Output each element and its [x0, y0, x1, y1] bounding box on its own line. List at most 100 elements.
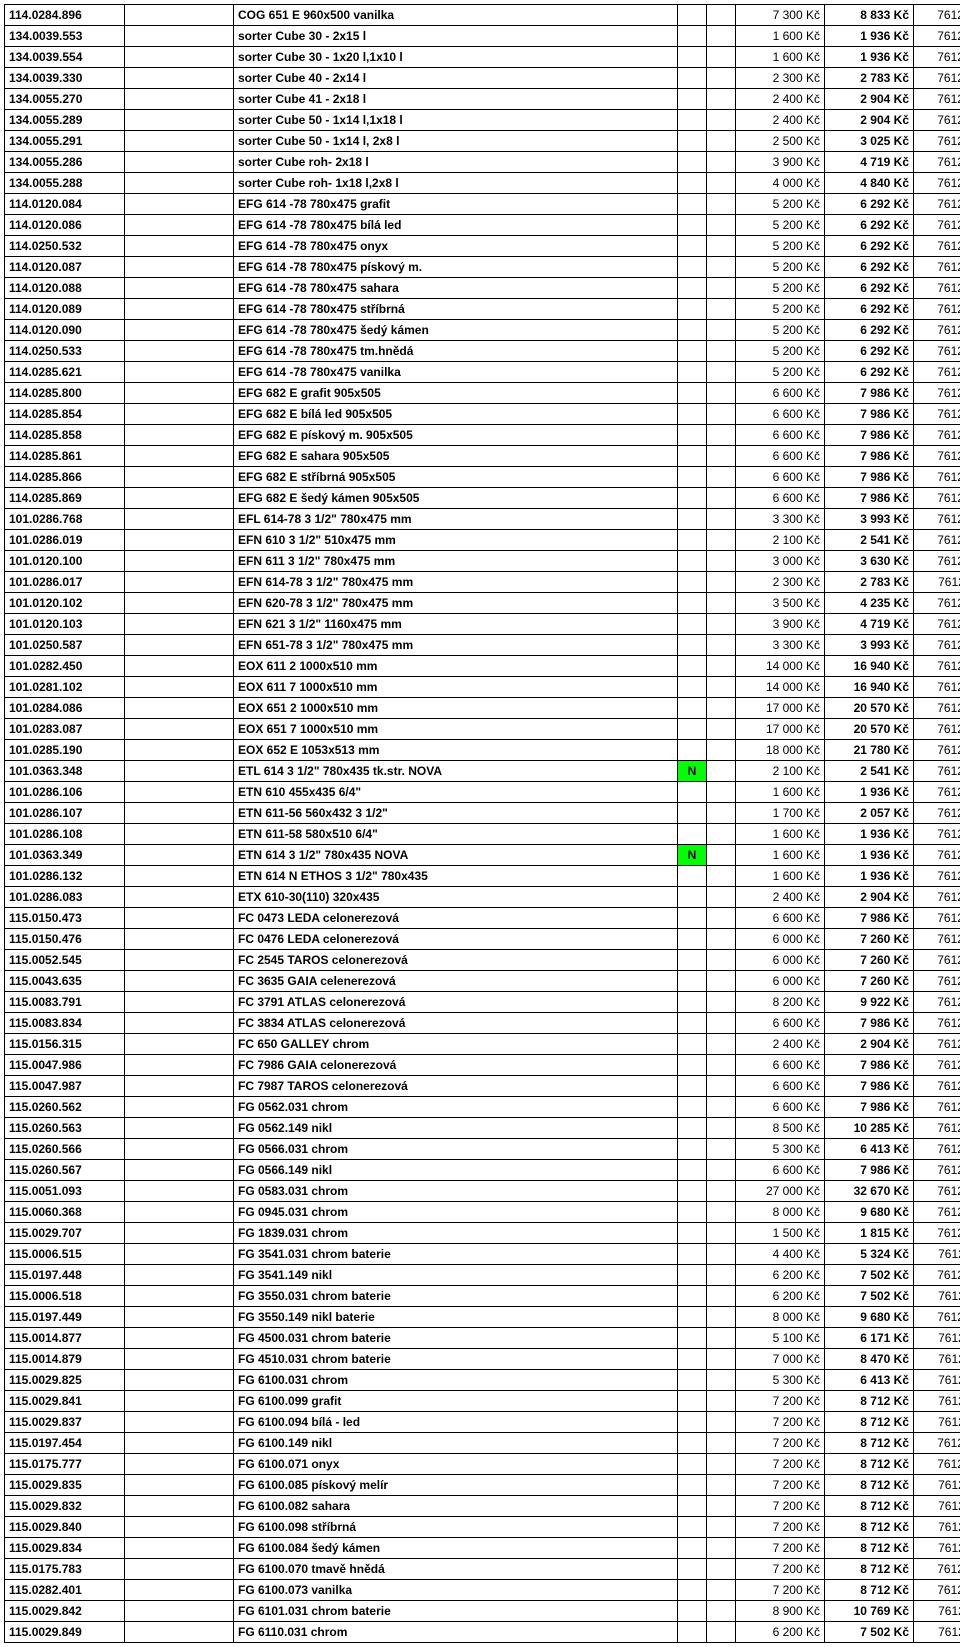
cell-price2: 16 940 Kč	[825, 656, 914, 677]
cell-price2: 8 712 Kč	[825, 1496, 914, 1517]
cell-empty-2	[707, 677, 736, 698]
cell-ean: 7612980920877	[914, 1118, 960, 1139]
cell-price2: 7 986 Kč	[825, 488, 914, 509]
cell-desc: FG 0562.149 nikl	[234, 1118, 678, 1139]
cell-empty-2	[707, 425, 736, 446]
table-row: 115.0197.454FG 6100.149 nikl7 200 Kč8 71…	[5, 1433, 960, 1454]
cell-price2: 4 719 Kč	[825, 152, 914, 173]
cell-empty-1	[125, 593, 234, 614]
cell-empty-2	[707, 1433, 736, 1454]
cell-ean: 7612980647606	[914, 257, 960, 278]
cell-empty-2	[707, 1139, 736, 1160]
cell-sku: 114.0120.084	[5, 194, 125, 215]
cell-price1: 7 200 Kč	[736, 1391, 825, 1412]
cell-sku: 114.0285.866	[5, 467, 125, 488]
cell-sku: 114.0285.869	[5, 488, 125, 509]
cell-flag	[678, 635, 707, 656]
cell-sku: 134.0055.291	[5, 131, 125, 152]
cell-empty-1	[125, 446, 234, 467]
cell-desc: FC 650 GALLEY chrom	[234, 1034, 678, 1055]
table-row: 115.0029.835FG 6100.085 pískový melír7 2…	[5, 1475, 960, 1496]
product-table: 114.0284.896COG 651 E 960x500 vanilka7 3…	[4, 4, 960, 1643]
cell-empty-2	[707, 1286, 736, 1307]
cell-price2: 2 057 Kč	[825, 803, 914, 824]
cell-ean: 7612980647590	[914, 215, 960, 236]
table-row: 114.0285.800EFG 682 E grafit 905x5056 60…	[5, 383, 960, 404]
cell-empty-1	[125, 383, 234, 404]
cell-flag	[678, 488, 707, 509]
cell-desc: FG 6100.082 sahara	[234, 1496, 678, 1517]
cell-ean: 7612980038077	[914, 89, 960, 110]
cell-price2: 4 840 Kč	[825, 173, 914, 194]
cell-ean: 7612980647613	[914, 278, 960, 299]
cell-ean: 7612981056452	[914, 404, 960, 425]
cell-empty-2	[707, 698, 736, 719]
cell-sku: 101.0286.019	[5, 530, 125, 551]
cell-ean: 7612980636914	[914, 1265, 960, 1286]
cell-sku: 101.0363.348	[5, 761, 125, 782]
cell-sku: 115.0260.567	[5, 1160, 125, 1181]
cell-desc: FG 6110.031 chrom	[234, 1622, 678, 1643]
cell-empty-2	[707, 1265, 736, 1286]
table-row: 101.0286.132ETN 614 N ETHOS 3 1/2" 780x4…	[5, 866, 960, 887]
cell-price1: 8 500 Kč	[736, 1118, 825, 1139]
cell-sku: 115.0029.837	[5, 1412, 125, 1433]
cell-price2: 8 712 Kč	[825, 1580, 914, 1601]
cell-price2: 16 940 Kč	[825, 677, 914, 698]
cell-sku: 115.0051.093	[5, 1181, 125, 1202]
cell-ean: 7612980011988	[914, 1622, 960, 1643]
cell-price1: 7 200 Kč	[736, 1496, 825, 1517]
table-row: 101.0286.017EFN 614-78 3 1/2" 780x475 mm…	[5, 572, 960, 593]
cell-empty-1	[125, 950, 234, 971]
cell-desc: EFN 651-78 3 1/2" 780x475 mm	[234, 635, 678, 656]
cell-ean: 7612980010882	[914, 1223, 960, 1244]
cell-price1: 7 200 Kč	[736, 1517, 825, 1538]
cell-empty-2	[707, 383, 736, 404]
cell-sku: 101.0286.083	[5, 887, 125, 908]
cell-price2: 8 712 Kč	[825, 1475, 914, 1496]
cell-price2: 7 986 Kč	[825, 467, 914, 488]
cell-sku: 115.0029.834	[5, 1538, 125, 1559]
cell-empty-1	[125, 740, 234, 761]
cell-price2: 3 993 Kč	[825, 635, 914, 656]
cell-ean: 7612980038152	[914, 152, 960, 173]
cell-price1: 2 500 Kč	[736, 131, 825, 152]
cell-price1: 6 600 Kč	[736, 908, 825, 929]
cell-price2: 1 936 Kč	[825, 866, 914, 887]
table-row: 115.0047.986FC 7986 GAIA celonerezová6 6…	[5, 1055, 960, 1076]
cell-price2: 7 260 Kč	[825, 929, 914, 950]
cell-empty-2	[707, 908, 736, 929]
cell-price1: 6 600 Kč	[736, 446, 825, 467]
cell-price1: 7 200 Kč	[736, 1475, 825, 1496]
cell-desc: EFG 614 -78 780x475 pískový m.	[234, 257, 678, 278]
table-row: 115.0047.987FC 7987 TAROS celonerezová6 …	[5, 1076, 960, 1097]
cell-ean: 7612980636938	[914, 1307, 960, 1328]
cell-sku: 114.0250.533	[5, 341, 125, 362]
cell-sku: 101.0284.086	[5, 698, 125, 719]
table-row: 134.0039.554sorter Cube 30 - 1x20 l,1x10…	[5, 47, 960, 68]
cell-sku: 115.0043.635	[5, 971, 125, 992]
cell-desc: ETN 614 3 1/2" 780x435 NOVA	[234, 845, 678, 866]
cell-flag	[678, 614, 707, 635]
cell-sku: 101.0281.102	[5, 677, 125, 698]
cell-ean: 7612980415939	[914, 908, 960, 929]
cell-ean: 7612980011476	[914, 1412, 960, 1433]
cell-empty-2	[707, 131, 736, 152]
cell-ean: 7612980011421	[914, 1496, 960, 1517]
cell-empty-2	[707, 1559, 736, 1580]
cell-flag	[678, 950, 707, 971]
cell-sku: 101.0120.102	[5, 593, 125, 614]
cell-sku: 115.0029.835	[5, 1475, 125, 1496]
cell-flag	[678, 1244, 707, 1265]
cell-desc: FC 3635 GAIA celenerezová	[234, 971, 678, 992]
cell-desc: sorter Cube 50 - 1x14 l,1x18 l	[234, 110, 678, 131]
table-row: 114.0284.896COG 651 E 960x500 vanilka7 3…	[5, 5, 960, 26]
cell-price1: 8 000 Kč	[736, 1202, 825, 1223]
cell-flag	[678, 1013, 707, 1034]
cell-ean: 7612980647637	[914, 320, 960, 341]
cell-price2: 8 470 Kč	[825, 1349, 914, 1370]
cell-sku: 101.0250.587	[5, 635, 125, 656]
cell-price1: 6 600 Kč	[736, 488, 825, 509]
cell-desc: FG 6100.031 chrom	[234, 1370, 678, 1391]
cell-price1: 1 600 Kč	[736, 47, 825, 68]
